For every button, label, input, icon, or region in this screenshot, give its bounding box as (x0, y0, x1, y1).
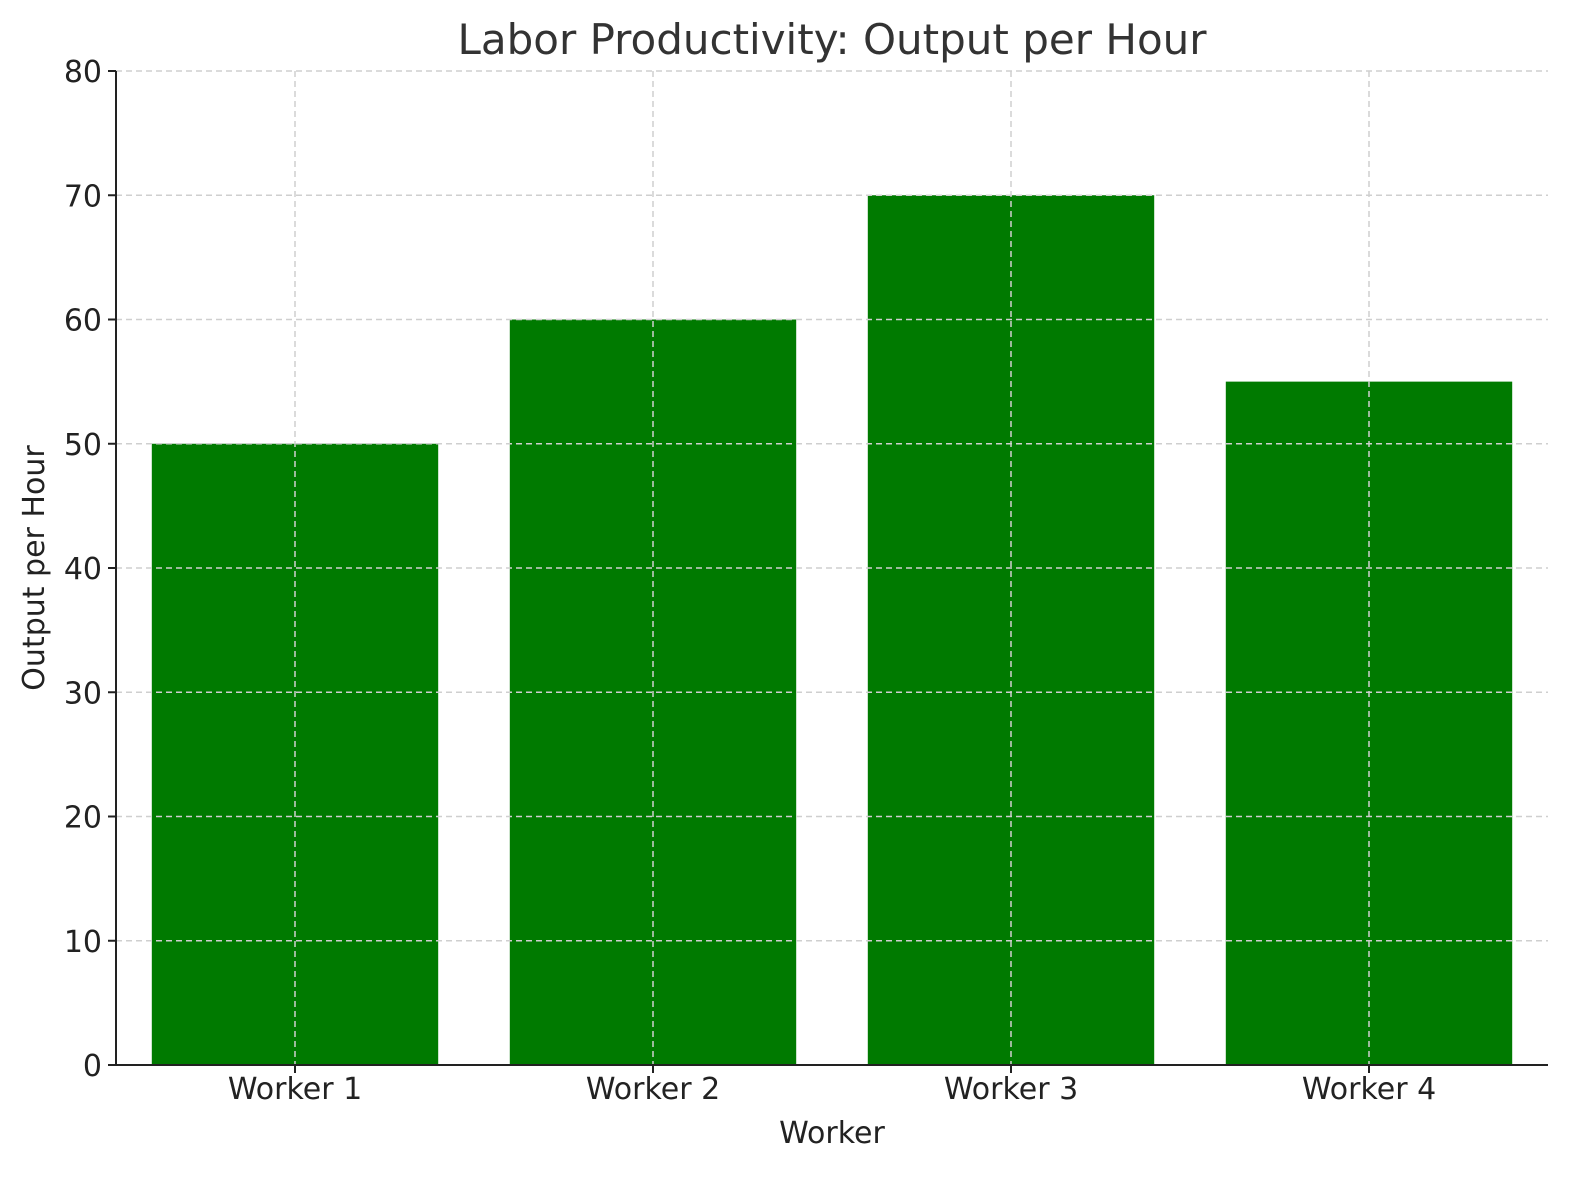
y-tick-label: 80 (64, 55, 102, 90)
grid-lines-overlay (116, 70, 1548, 1065)
y-tick-label: 60 (64, 304, 102, 339)
chart-title: Labor Productivity: Output per Hour (457, 15, 1207, 64)
y-axis-label: Output per Hour (17, 445, 52, 691)
x-tick-label: Worker 3 (944, 1072, 1078, 1107)
y-tick-label: 50 (64, 428, 102, 463)
y-axis-ticks: 0 10 20 30 40 50 60 70 80 (64, 55, 116, 1084)
y-tick-label: 10 (64, 925, 102, 960)
x-tick-label: Worker 1 (228, 1072, 362, 1107)
y-tick-label: 30 (64, 676, 102, 711)
x-tick-label: Worker 2 (586, 1072, 720, 1107)
x-tick-label: Worker 4 (1302, 1072, 1436, 1107)
x-axis-label: Worker (779, 1116, 885, 1151)
y-tick-label: 20 (64, 801, 102, 836)
y-tick-label: 40 (64, 552, 102, 587)
bars (151, 195, 1513, 1065)
y-tick-label: 70 (64, 179, 102, 214)
bar (867, 195, 1155, 1065)
y-tick-label: 0 (83, 1049, 102, 1084)
x-axis-ticks: Worker 1 Worker 2 Worker 3 Worker 4 (228, 1065, 1436, 1107)
